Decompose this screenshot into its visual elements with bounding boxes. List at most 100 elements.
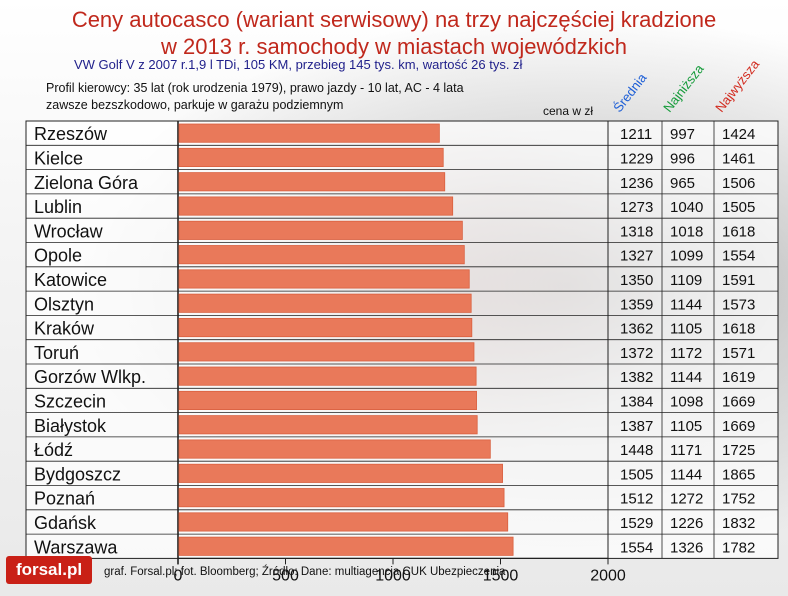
category-label: Kraków	[34, 319, 95, 339]
bar	[178, 172, 446, 192]
category-label: Bydgoszcz	[34, 464, 121, 484]
value-highest: 1619	[722, 369, 755, 386]
bar	[178, 512, 509, 532]
value-lowest: 1098	[670, 393, 703, 410]
value-lowest: 997	[670, 126, 695, 143]
value-highest: 1424	[722, 126, 755, 143]
value-lowest: 1171	[670, 442, 702, 459]
forsal-logo: forsal.pl	[6, 556, 92, 584]
value-lowest: 1272	[670, 491, 703, 508]
title-line-2: w 2013 r. samochody w miastach wojewódzk…	[161, 34, 627, 59]
value-highest: 1506	[722, 175, 755, 192]
chart-subtitle: VW Golf V z 2007 r.1,9 l TDi, 105 KM, pr…	[74, 57, 523, 72]
source-footer: graf. Forsal.pl; fot. Bloomberg; Źródło:…	[104, 566, 506, 578]
value-highest: 1832	[722, 515, 755, 532]
value-lowest: 1144	[670, 296, 702, 313]
value-lowest: 1144	[670, 369, 702, 386]
value-average: 1211	[620, 126, 652, 143]
value-lowest: 1105	[670, 418, 702, 435]
value-lowest: 1109	[670, 272, 702, 289]
x-tick-label: 0	[174, 567, 183, 584]
value-lowest: 965	[670, 175, 695, 192]
value-average: 1273	[620, 199, 653, 216]
value-lowest: 1099	[670, 248, 703, 265]
value-average: 1372	[620, 345, 653, 362]
bar	[178, 245, 465, 265]
category-label: Opole	[34, 246, 82, 266]
value-average: 1350	[620, 272, 653, 289]
value-lowest: 1326	[670, 539, 703, 556]
bar	[178, 196, 454, 216]
category-label: Zielona Góra	[34, 173, 139, 193]
value-lowest: 1172	[670, 345, 702, 362]
value-lowest: 996	[670, 150, 695, 167]
value-highest: 1554	[722, 248, 755, 265]
value-highest: 1591	[722, 272, 755, 289]
value-highest: 1725	[722, 442, 755, 459]
chart-title: Ceny autocasco (wariant serwisowy) na tr…	[0, 6, 788, 60]
category-label: Toruń	[34, 343, 79, 363]
value-average: 1448	[620, 442, 653, 459]
value-average: 1505	[620, 466, 653, 483]
profile-line-2: zawsze bezszkodowo, parkuje w garażu pod…	[46, 98, 344, 112]
category-label: Wrocław	[34, 221, 104, 241]
category-label: Kielce	[34, 148, 83, 168]
category-label: Olsztyn	[34, 294, 94, 314]
value-highest: 1461	[722, 150, 755, 167]
value-average: 1384	[620, 393, 653, 410]
value-average: 1327	[620, 248, 653, 265]
driver-profile: Profil kierowcy: 35 lat (rok urodzenia 1…	[46, 80, 464, 114]
x-tick-label: 1000	[375, 567, 411, 584]
value-highest: 1752	[722, 491, 755, 508]
value-average: 1318	[620, 223, 653, 240]
value-lowest: 1226	[670, 515, 703, 532]
bar	[178, 147, 444, 168]
value-average: 1387	[620, 418, 653, 435]
x-tick-label: 500	[272, 567, 299, 584]
category-label: Łódź	[34, 440, 73, 460]
x-tick-label: 1500	[483, 567, 519, 584]
value-average: 1382	[620, 369, 653, 386]
category-label: Warszawa	[34, 537, 118, 557]
category-label: Rzeszów	[34, 124, 108, 144]
value-highest: 1505	[722, 199, 755, 216]
title-line-1: Ceny autocasco (wariant serwisowy) na tr…	[71, 7, 717, 32]
value-lowest: 1018	[670, 223, 703, 240]
value-average: 1229	[620, 150, 653, 167]
category-label: Szczecin	[34, 391, 106, 411]
bar	[178, 293, 472, 313]
bar	[178, 123, 440, 143]
value-highest: 1573	[722, 296, 755, 313]
value-lowest: 1105	[670, 321, 702, 338]
value-average: 1529	[620, 515, 653, 532]
value-lowest: 1144	[670, 466, 702, 483]
value-lowest: 1040	[670, 199, 703, 216]
x-tick-label: 2000	[590, 567, 626, 584]
profile-line-1: Profil kierowcy: 35 lat (rok urodzenia 1…	[46, 81, 464, 95]
category-label: Lublin	[34, 197, 82, 217]
bar	[178, 536, 514, 556]
bar	[178, 269, 470, 289]
bar	[178, 439, 491, 459]
value-average: 1236	[620, 175, 653, 192]
value-highest: 1669	[722, 393, 755, 410]
value-average: 1512	[620, 491, 653, 508]
value-highest: 1618	[722, 321, 755, 338]
bar	[178, 463, 503, 483]
value-average: 1554	[620, 539, 653, 556]
value-highest: 1618	[722, 223, 755, 240]
category-label: Katowice	[34, 270, 107, 290]
unit-label: cena w zł	[543, 104, 594, 118]
bar	[178, 366, 477, 386]
bar	[178, 488, 505, 508]
category-label: Gorzów Wlkp.	[34, 367, 146, 387]
bar	[178, 390, 477, 410]
value-highest: 1782	[722, 539, 755, 556]
bar	[178, 317, 473, 338]
bar	[178, 415, 478, 435]
category-label: Poznań	[34, 489, 95, 509]
bar	[178, 220, 463, 240]
value-highest: 1669	[722, 418, 755, 435]
bar	[178, 342, 475, 362]
